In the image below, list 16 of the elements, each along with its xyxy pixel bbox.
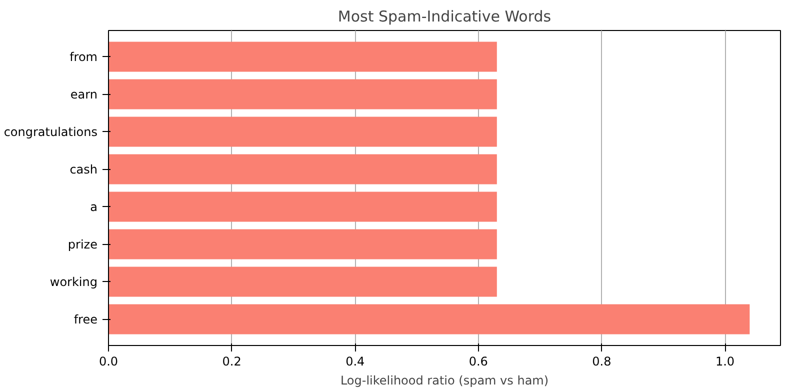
y-tick-label: cash (70, 162, 98, 176)
y-tick-label: earn (70, 87, 98, 102)
x-tick-label: 0.4 (346, 354, 365, 368)
x-tick-label: 0.8 (592, 354, 612, 368)
y-tick-label: congratulations (4, 124, 98, 139)
x-axis-title: Log-likelihood ratio (spam vs ham) (340, 374, 549, 388)
y-tick-label: free (74, 312, 98, 326)
x-tick-label: 0.0 (98, 354, 118, 368)
chart-title: Most Spam-Indicative Words (338, 8, 552, 26)
y-tick-label: from (70, 50, 98, 64)
x-tick-label: 1.0 (715, 354, 735, 368)
x-tick-label: 0.2 (222, 354, 242, 368)
y-tick-label: working (50, 274, 98, 289)
y-tick-label: prize (68, 237, 98, 252)
y-tick-label: a (90, 200, 98, 214)
x-tick-label: 0.6 (468, 354, 488, 368)
